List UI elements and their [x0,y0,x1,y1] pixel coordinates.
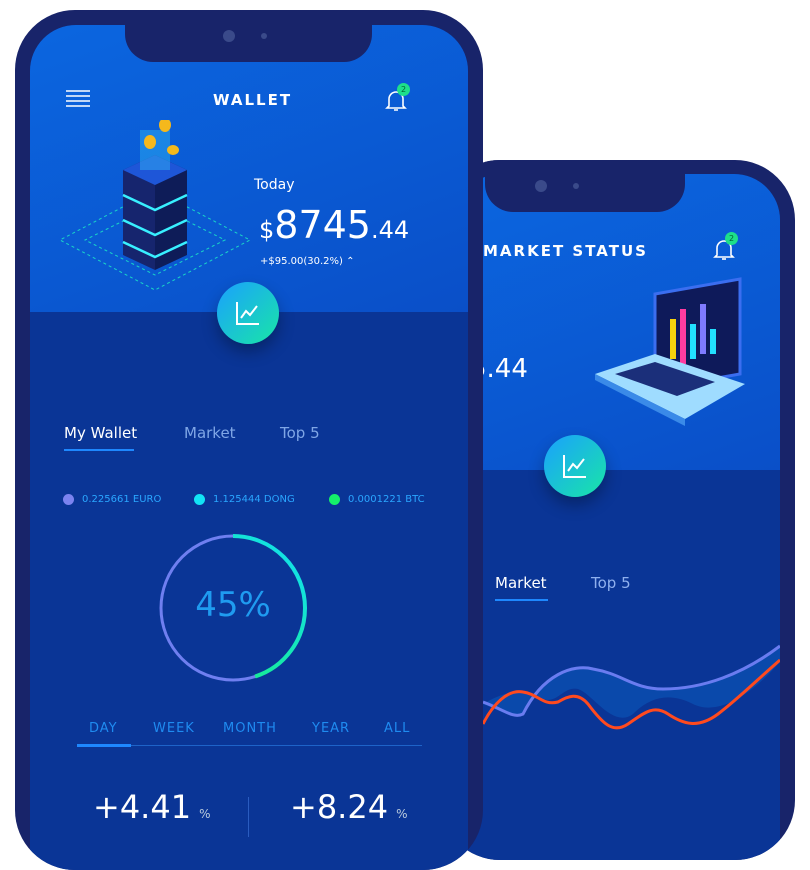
period-month[interactable]: MONTH [223,721,277,736]
stat-2: +8.24% [290,788,408,826]
notification-badge: 2 [397,83,410,96]
server-coins-illustration [58,120,252,291]
laptop-illustration [595,277,745,426]
balance-change: +$95.00(30.2%) ⌃ [260,256,355,267]
period-day[interactable]: DAY [89,721,118,736]
front-phone: WALLET 2 Today $8745.44 +$95.00(30.2%) ⌃… [15,10,483,870]
tab-market[interactable]: Market [184,424,236,442]
tab-market[interactable]: Market [495,574,547,592]
market-line-chart [483,644,780,730]
page-title: WALLET [213,91,293,109]
period-underline [77,744,131,747]
legend-dong: 1.125444 DONG [194,494,295,505]
legend-dot [63,494,74,505]
period-week[interactable]: WEEK [153,721,195,736]
tab-top-5[interactable]: Top 5 [280,424,320,442]
chart-button[interactable] [544,435,606,497]
chart-area [483,646,780,718]
notification-badge: 2 [725,232,738,245]
progress-ring [159,534,307,682]
chart-series-orange [483,658,780,730]
legend-dot [329,494,340,505]
tab-underline [64,449,134,451]
legend-euro: 0.225661 EURO [63,494,161,505]
page-title: MARKET STATUS [483,242,648,260]
tab-underline [495,599,548,601]
period-year[interactable]: YEAR [312,721,351,736]
legend-dot [194,494,205,505]
balance-amount: $8745.44 [259,203,410,247]
chevron-up-icon: ⌃ [346,256,355,267]
notification-bell-icon[interactable]: 2 [385,83,410,117]
legend-btc: 0.0001221 BTC [329,494,425,505]
period-track [77,745,422,746]
chart-button[interactable] [217,282,279,344]
progress-label: 45% [195,585,271,625]
balance-label: Today [254,177,295,193]
menu-icon[interactable] [66,89,90,111]
stat-1: +4.41% [93,788,211,826]
stat-divider [248,797,249,837]
back-phone: MARKET STATUS 2 5.44 Market Top 5 [440,160,795,860]
tab-top-5[interactable]: Top 5 [591,574,631,592]
notification-bell-icon[interactable]: 2 [713,232,738,266]
tab-my-wallet[interactable]: My Wallet [64,424,138,442]
chart-series-blue [483,644,780,717]
period-all[interactable]: ALL [384,721,411,736]
progress-arc [159,534,307,682]
